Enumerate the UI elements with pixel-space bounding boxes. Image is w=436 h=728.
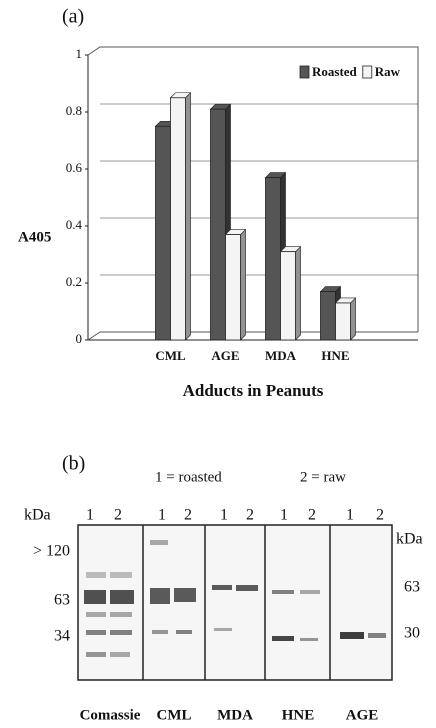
bar (226, 235, 241, 340)
bar-side (351, 298, 356, 340)
bar (156, 126, 171, 340)
bar-side (241, 230, 246, 340)
lane-number: 2 (308, 507, 316, 524)
legend-swatch (300, 66, 309, 78)
x-tick-label: CML (155, 348, 186, 363)
plot: 0 0.2 0.4 0.6 0.8 1 CML AGE MDA HNE Roasted Raw (66, 46, 418, 363)
bar-side (296, 247, 301, 340)
marker-left: 63 (54, 592, 70, 609)
floor (88, 332, 418, 340)
blot-name: Comassie (80, 707, 141, 723)
marker-left: > 120 (33, 543, 70, 560)
x-axis-label: Adducts in Peanuts (183, 381, 324, 400)
blot-name: HNE (282, 707, 315, 723)
lane-number: 2 (114, 507, 122, 524)
y-tick-label: 0.4 (66, 217, 83, 232)
x-tick-label: AGE (211, 348, 239, 363)
blot-name: AGE (346, 707, 379, 723)
lane-number: 1 (280, 507, 288, 524)
marker-right: 63 (404, 579, 420, 596)
y-tick-label: 0.8 (66, 103, 82, 118)
y-tick-label: 0 (76, 331, 83, 346)
legend-label: Roasted (312, 64, 358, 79)
marker-right: 30 (404, 625, 420, 642)
figure: (a) A405 Adducts in Peanuts 0 0.2 0.4 0.6 0.… (0, 0, 436, 728)
panel-label: (b) (62, 453, 85, 475)
bar (211, 109, 226, 340)
y-tick-label: 1 (76, 46, 83, 61)
lane-number: 1 (158, 507, 166, 524)
legend-swatch (363, 66, 372, 78)
lane-number: 2 (246, 507, 254, 524)
marker-left: 34 (54, 628, 70, 645)
x-tick-label: HNE (321, 348, 349, 363)
y-tick-label: 0.2 (66, 274, 82, 289)
unit: kDa (396, 531, 423, 548)
lane-number: 1 (220, 507, 228, 524)
lane-number: 2 (184, 507, 192, 524)
bar (321, 292, 336, 340)
bar-side (186, 93, 191, 340)
bar (266, 178, 281, 340)
bar (171, 98, 186, 340)
blot-name: MDA (217, 707, 253, 723)
lane-number: 1 (86, 507, 94, 524)
lane-number: 1 (346, 507, 354, 524)
unit: kDa (24, 507, 51, 524)
y-tick-label: 0.6 (66, 160, 83, 175)
back-wall (88, 47, 418, 332)
bar (281, 252, 296, 340)
legend-label: Raw (375, 64, 401, 79)
y-axis-label: A405 (18, 229, 51, 245)
bar (336, 303, 351, 340)
x-tick-label: MDA (265, 348, 297, 363)
key: 1 = roasted (155, 469, 222, 485)
blot-name: CML (157, 707, 192, 723)
panel-label: (a) (62, 6, 84, 28)
lane-number: 2 (376, 507, 384, 524)
blot-image (78, 525, 392, 680)
key: 2 = raw (300, 469, 346, 485)
